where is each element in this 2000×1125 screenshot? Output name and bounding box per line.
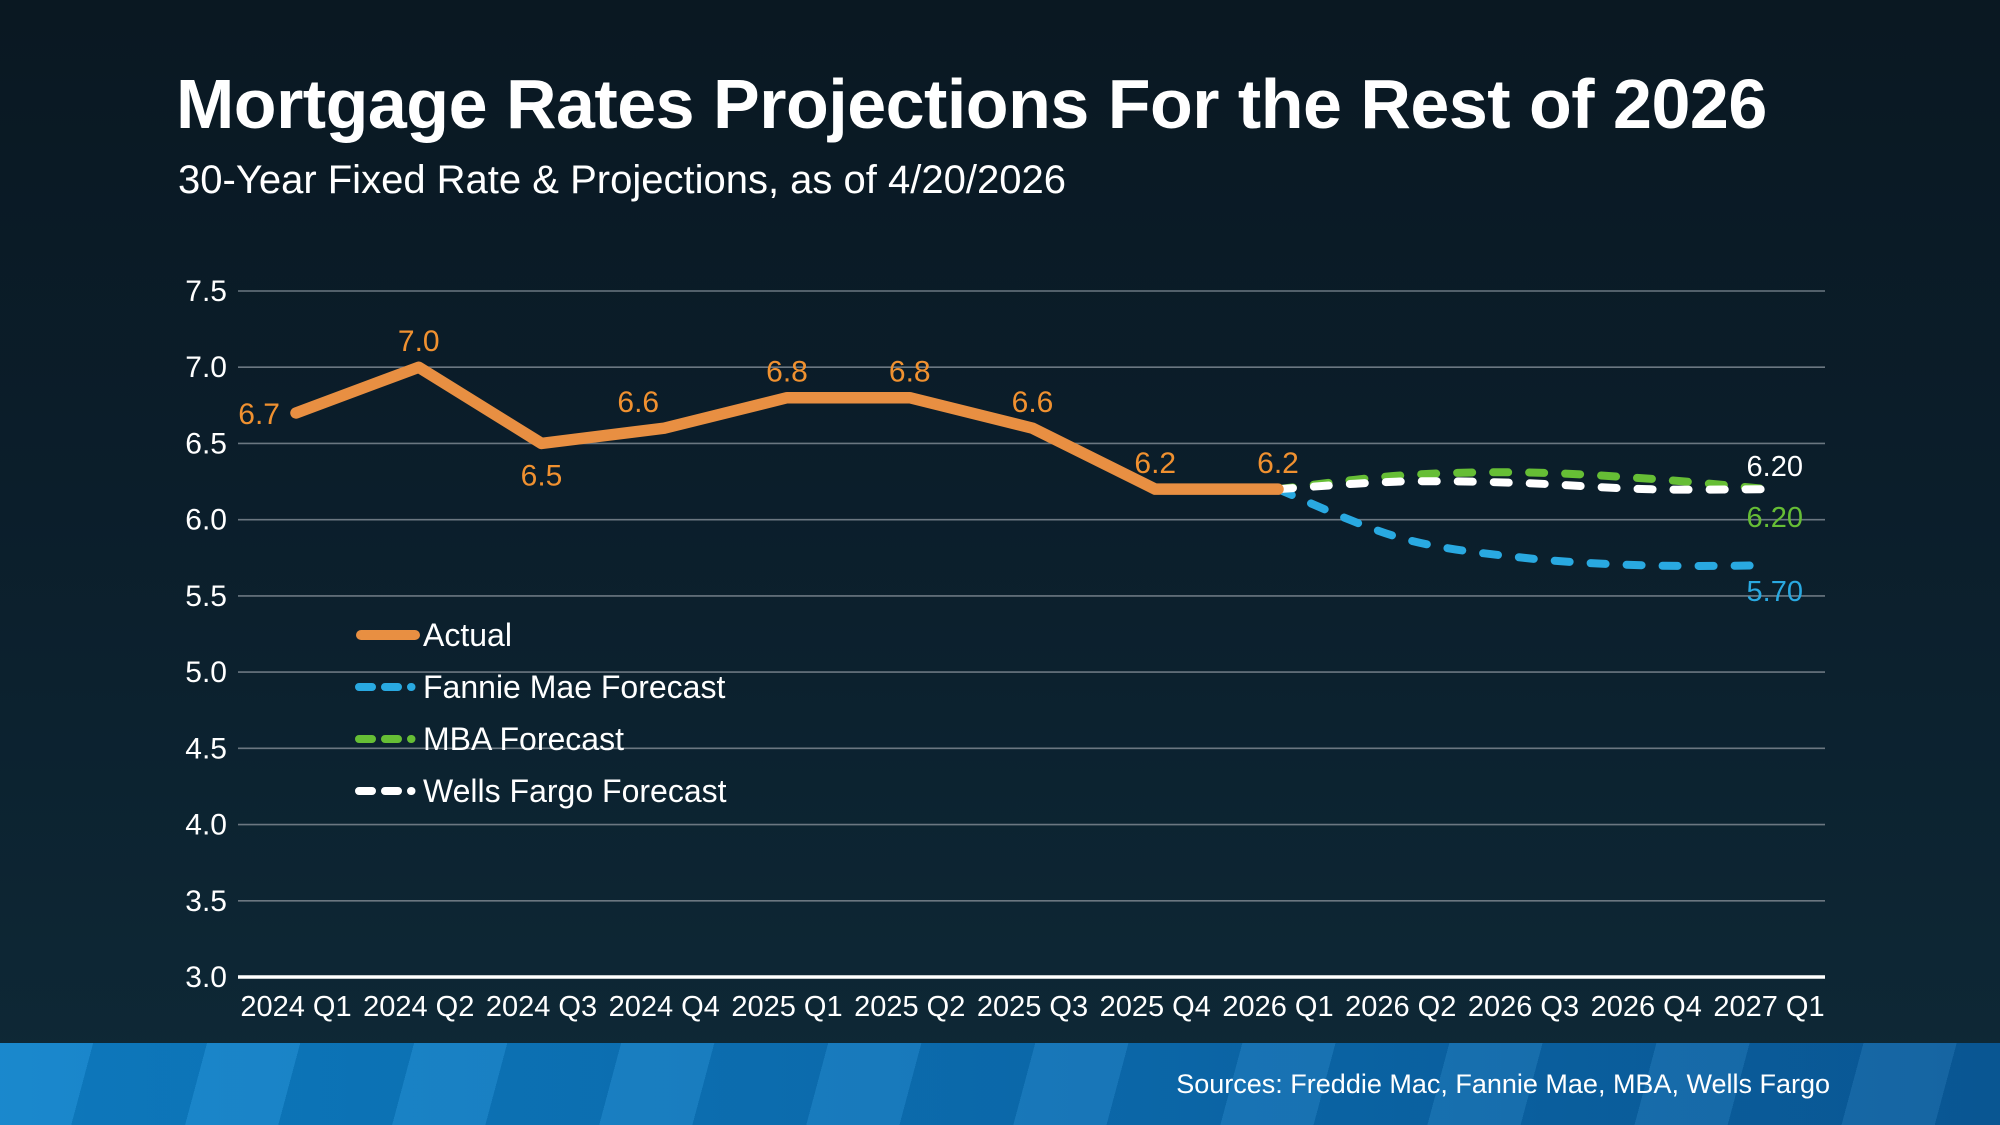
x-tick-label: 2024 Q1	[240, 991, 351, 1023]
series-lines	[290, 361, 1773, 570]
wells-fargo-dashed-swatch-icon	[355, 787, 421, 795]
y-tick-label: 4.0	[185, 809, 227, 842]
series-line-actual	[290, 361, 1284, 495]
forecast-end-label-fannie-mae-forecast: 5.70	[1747, 576, 1803, 608]
legend-item-mba: MBA Forecast	[355, 713, 727, 765]
actual-data-label: 6.2	[1134, 447, 1176, 480]
legend-item-fannie-mae: Fannie Mae Forecast	[355, 661, 727, 713]
actual-data-label: 6.6	[1012, 386, 1054, 419]
end-labels: 5.70 6.20 6.20	[1747, 451, 1803, 608]
x-tick-label: 2026 Q3	[1468, 991, 1579, 1023]
x-tick-label: 2024 Q4	[609, 991, 720, 1023]
y-tick-label: 3.5	[185, 885, 227, 918]
x-tick-label: 2026 Q2	[1345, 991, 1456, 1023]
actual-data-label: 6.2	[1257, 447, 1299, 480]
x-tick-label: 2025 Q2	[854, 991, 965, 1023]
x-tick-label: 2025 Q4	[1100, 991, 1211, 1023]
chart-legend: Actual Fannie Mae Forecast MBA Forecast …	[355, 609, 727, 817]
footer-bar: Sources: Freddie Mac, Fannie Mae, MBA, W…	[0, 1043, 2000, 1125]
sources-text: Sources: Freddie Mac, Fannie Mae, MBA, W…	[1176, 1068, 1830, 1099]
x-tick-label: 2027 Q1	[1713, 991, 1824, 1023]
y-tick-label: 6.0	[185, 504, 227, 537]
legend-label-wells-fargo: Wells Fargo Forecast	[423, 773, 727, 809]
y-tick-label: 7.5	[185, 275, 227, 308]
series-line-mba-forecast	[1274, 468, 1773, 494]
actual-line-swatch-icon	[356, 630, 420, 640]
x-axis-labels: 2024 Q1 2024 Q2 2024 Q3 2024 Q4 2025 Q1 2025 …	[240, 991, 1824, 1023]
x-tick-label: 2025 Q3	[977, 991, 1088, 1023]
x-tick-label: 2025 Q1	[731, 991, 842, 1023]
actual-data-label: 7.0	[398, 325, 440, 358]
mba-dashed-swatch-icon	[355, 735, 421, 743]
y-tick-label: 7.0	[185, 351, 227, 384]
actual-data-label: 6.8	[766, 356, 808, 389]
legend-label-mba: MBA Forecast	[423, 721, 624, 757]
fannie-mae-dashed-swatch-icon	[355, 683, 421, 691]
legend-item-wells-fargo: Wells Fargo Forecast	[355, 765, 727, 817]
forecast-end-label-wells-fargo-forecast: 6.20	[1747, 451, 1803, 483]
x-tick-label: 2024 Q2	[363, 991, 474, 1023]
x-tick-label: 2024 Q3	[486, 991, 597, 1023]
y-tick-label: 3.0	[185, 961, 227, 994]
page-title: Mortgage Rates Projections For the Rest …	[176, 65, 1767, 143]
x-tick-label: 2026 Q1	[1222, 991, 1333, 1023]
legend-item-actual: Actual	[355, 609, 727, 661]
y-tick-label: 5.5	[185, 580, 227, 613]
actual-data-label: 6.6	[617, 386, 659, 419]
page-subtitle: 30-Year Fixed Rate & Projections, as of …	[178, 158, 1066, 202]
actual-data-label: 6.7	[238, 398, 280, 431]
actual-data-label: 6.8	[889, 356, 931, 389]
forecast-end-label-mba-forecast: 6.20	[1747, 502, 1803, 534]
y-tick-label: 5.0	[185, 656, 227, 689]
x-tick-label: 2026 Q4	[1591, 991, 1702, 1023]
data-labels: 6.7 7.0 6.5 6.6 6.8 6.8 6.6 6.2 6.2	[238, 325, 1299, 492]
y-tick-label: 4.5	[185, 732, 227, 765]
y-tick-label: 6.5	[185, 427, 227, 460]
series-line-fannie-mae-forecast	[1274, 485, 1773, 570]
y-axis-labels: 7.5 7.0 6.5 6.0 5.5 5.0 4.5 4.0 3.5 3.0	[185, 275, 227, 994]
legend-label-actual: Actual	[423, 617, 512, 653]
series-line-wells-fargo-forecast	[1274, 477, 1773, 494]
gridlines	[238, 290, 1825, 979]
actual-data-label: 6.5	[521, 459, 563, 492]
legend-label-fannie-mae: Fannie Mae Forecast	[423, 669, 726, 705]
